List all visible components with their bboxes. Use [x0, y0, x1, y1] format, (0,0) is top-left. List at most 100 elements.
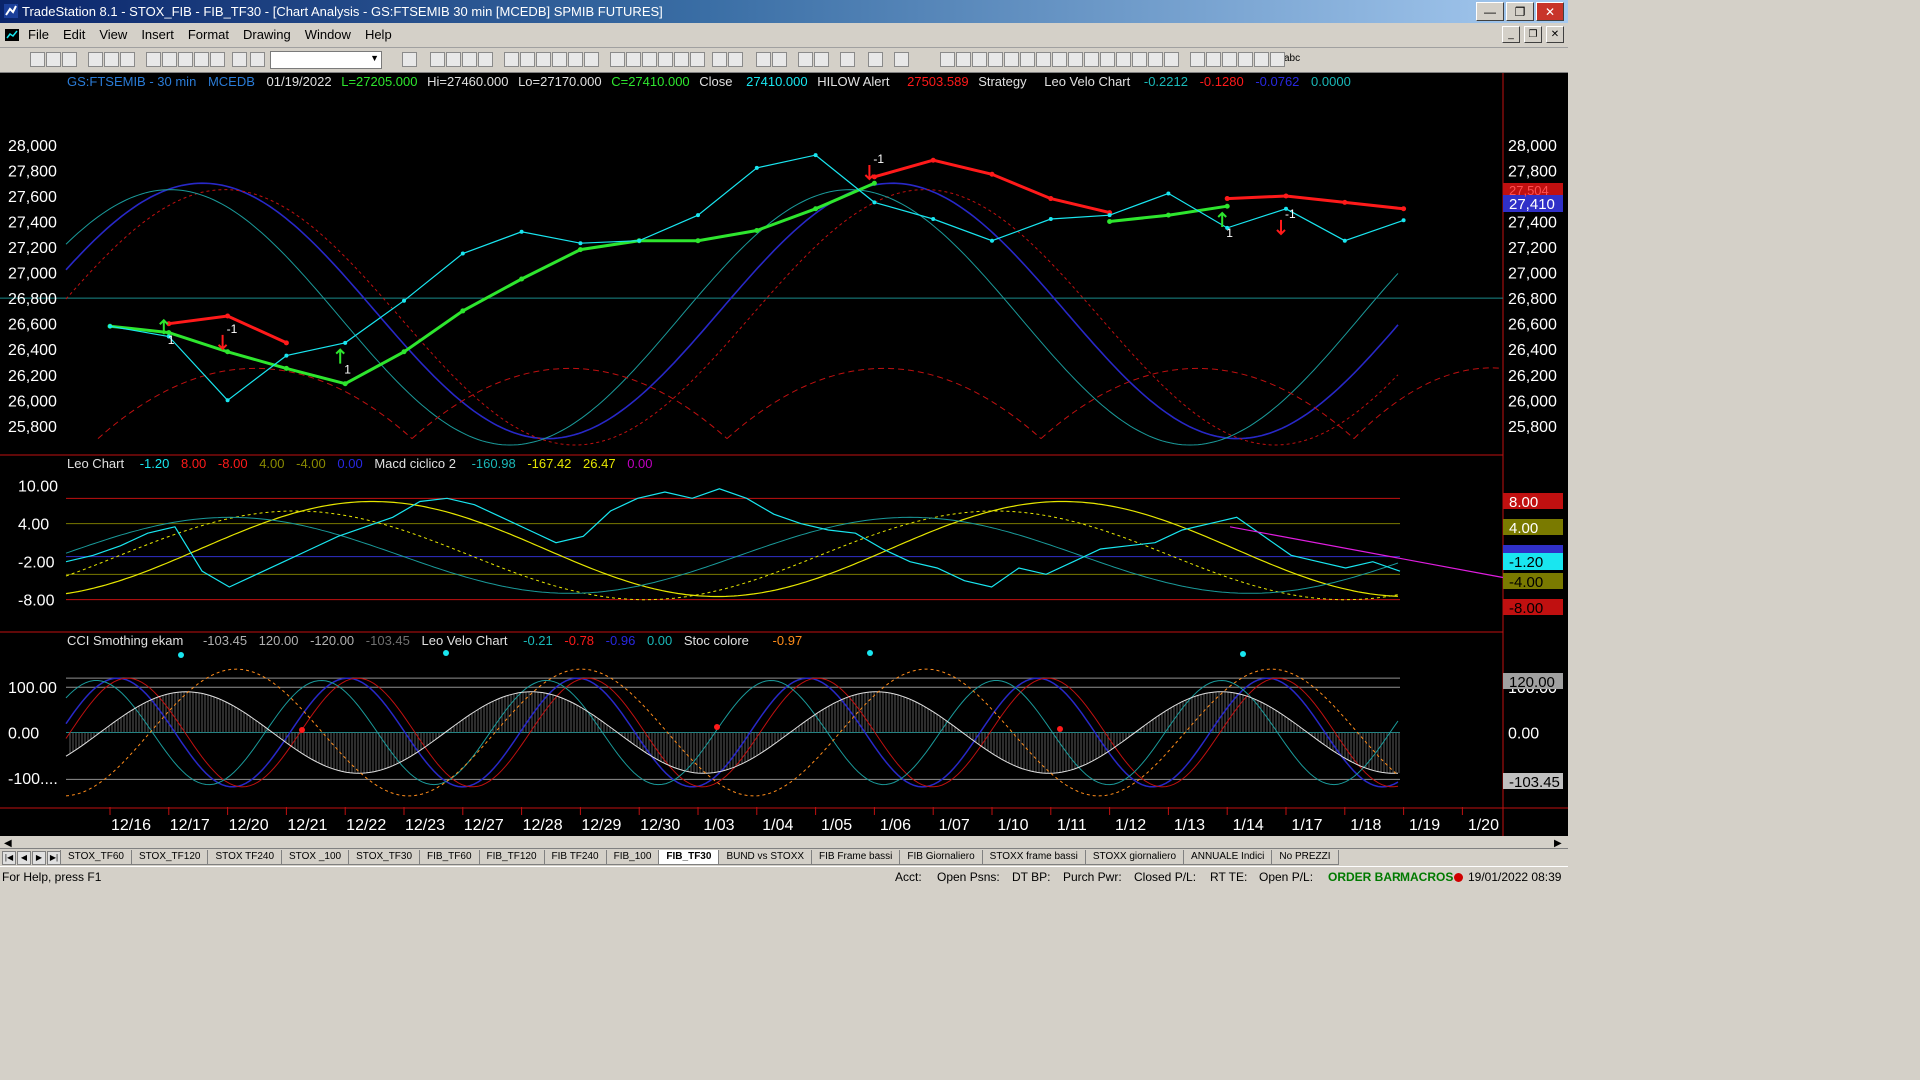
toolbar-button[interactable]: [1190, 52, 1205, 67]
workspace-tab[interactable]: STOX_TF60: [60, 850, 132, 865]
toolbar-button[interactable]: [894, 52, 909, 67]
toolbar-button[interactable]: [728, 52, 743, 67]
workspace-tab[interactable]: STOX _100: [281, 850, 350, 865]
menu-view[interactable]: View: [99, 27, 128, 42]
workspace-tab[interactable]: STOXX giornaliero: [1084, 850, 1185, 865]
menu-insert[interactable]: Insert: [141, 27, 174, 42]
chart-scrollbar[interactable]: ◀ ▶: [0, 836, 1568, 848]
toolbar-button[interactable]: [610, 52, 625, 67]
chart-window-icon[interactable]: [4, 27, 20, 43]
toolbar-button[interactable]: [536, 52, 551, 67]
toolbar-button[interactable]: [568, 52, 583, 67]
toolbar-button[interactable]: [430, 52, 445, 67]
workspace-tab[interactable]: STOX TF240: [207, 850, 283, 865]
toolbar-button[interactable]: [840, 52, 855, 67]
toolbar-button[interactable]: [988, 52, 1003, 67]
menu-format[interactable]: Format: [187, 27, 229, 42]
toolbar-button[interactable]: [446, 52, 461, 67]
workspace-tab[interactable]: STOXX frame bassi: [981, 850, 1086, 865]
toolbar-button[interactable]: [956, 52, 971, 67]
toolbar-button[interactable]: [232, 52, 247, 67]
toolbar-button[interactable]: [1052, 52, 1067, 67]
workspace-tab[interactable]: FIB TF240: [543, 850, 607, 865]
toolbar-button[interactable]: [772, 52, 787, 67]
toolbar-button[interactable]: [120, 52, 135, 67]
scroll-right-icon[interactable]: ▶: [1554, 838, 1562, 848]
macros-button[interactable]: MACROS: [1400, 870, 1454, 884]
toolbar-button[interactable]: [402, 52, 417, 67]
toolbar-button[interactable]: [756, 52, 771, 67]
chart-area[interactable]: 1 -1 1 -1 1 -1 28,000 28,000 27,800 27,800 27,600…: [0, 73, 1568, 848]
toolbar-button[interactable]: [658, 52, 673, 67]
text-tool-button[interactable]: abc: [1284, 53, 1301, 64]
toolbar-button[interactable]: [146, 52, 161, 67]
toolbar-button[interactable]: [690, 52, 705, 67]
workspace-tab[interactable]: No PREZZI: [1271, 850, 1339, 865]
toolbar-button[interactable]: [1004, 52, 1019, 67]
toolbar-button[interactable]: [972, 52, 987, 67]
workspace-tab[interactable]: FIB_100: [605, 850, 660, 865]
workspace-tab[interactable]: FIB_TF60: [419, 850, 480, 865]
mdi-minimize-button[interactable]: _: [1502, 26, 1520, 43]
toolbar-button[interactable]: [940, 52, 955, 67]
symbol-combo[interactable]: ▼: [270, 51, 382, 69]
toolbar-button[interactable]: [1036, 52, 1051, 67]
tab-prev-icon[interactable]: ◀: [17, 851, 31, 865]
workspace-tab[interactable]: STOX_TF120: [130, 850, 209, 865]
toolbar-button[interactable]: [868, 52, 883, 67]
menu-file[interactable]: File: [28, 27, 49, 42]
toolbar-button[interactable]: [162, 52, 177, 67]
toolbar-button[interactable]: [814, 52, 829, 67]
toolbar-button[interactable]: [1238, 52, 1253, 67]
menu-help[interactable]: Help: [364, 27, 392, 42]
maximize-button[interactable]: ❐: [1506, 2, 1534, 21]
toolbar-button[interactable]: [1254, 52, 1269, 67]
toolbar-button[interactable]: [642, 52, 657, 67]
toolbar-button[interactable]: [552, 52, 567, 67]
workspace-tab[interactable]: FIB Giornaliero: [899, 850, 983, 865]
toolbar-button[interactable]: [584, 52, 599, 67]
toolbar-button[interactable]: [1132, 52, 1147, 67]
mdi-restore-button[interactable]: ❐: [1524, 26, 1542, 43]
toolbar-button[interactable]: [674, 52, 689, 67]
toolbar-button[interactable]: [178, 52, 193, 67]
order-bar-button[interactable]: ORDER BAR: [1328, 870, 1401, 884]
workspace-tab[interactable]: FIB Frame bassi: [811, 850, 901, 865]
menu-window[interactable]: Window: [304, 27, 351, 42]
toolbar-button[interactable]: [1068, 52, 1083, 67]
toolbar-button[interactable]: [1206, 52, 1221, 67]
workspace-tab[interactable]: STOX_TF30: [348, 850, 421, 865]
close-button[interactable]: ✕: [1536, 2, 1564, 21]
scroll-left-icon[interactable]: ◀: [4, 838, 12, 848]
toolbar-button[interactable]: [250, 52, 265, 67]
toolbar-button[interactable]: [88, 52, 103, 67]
toolbar-button[interactable]: [712, 52, 727, 67]
minimize-button[interactable]: —: [1476, 2, 1504, 21]
toolbar-button[interactable]: [194, 52, 209, 67]
toolbar-button[interactable]: [1084, 52, 1099, 67]
workspace-tab[interactable]: BUND vs STOXX: [718, 850, 813, 865]
toolbar-button[interactable]: [62, 52, 77, 67]
toolbar-button[interactable]: [520, 52, 535, 67]
toolbar-button[interactable]: [504, 52, 519, 67]
workspace-tab[interactable]: FIB_TF120: [478, 850, 545, 865]
toolbar-button[interactable]: [46, 52, 61, 67]
toolbar-button[interactable]: [1222, 52, 1237, 67]
menu-edit[interactable]: Edit: [62, 27, 86, 42]
toolbar-button[interactable]: [104, 52, 119, 67]
toolbar-button[interactable]: [626, 52, 641, 67]
workspace-tab[interactable]: FIB_TF30: [658, 850, 720, 865]
toolbar-button[interactable]: [1116, 52, 1131, 67]
toolbar-button[interactable]: [1164, 52, 1179, 67]
toolbar-button[interactable]: [1148, 52, 1163, 67]
toolbar-button[interactable]: [30, 52, 45, 67]
toolbar-button[interactable]: [462, 52, 477, 67]
toolbar-button[interactable]: [478, 52, 493, 67]
toolbar-button[interactable]: [1270, 52, 1285, 67]
toolbar-button[interactable]: [1100, 52, 1115, 67]
tab-first-icon[interactable]: |◀: [2, 851, 16, 865]
toolbar-button[interactable]: [210, 52, 225, 67]
menu-drawing[interactable]: Drawing: [243, 27, 291, 42]
mdi-close-button[interactable]: ✕: [1546, 26, 1564, 43]
tab-last-icon[interactable]: ▶|: [47, 851, 61, 865]
